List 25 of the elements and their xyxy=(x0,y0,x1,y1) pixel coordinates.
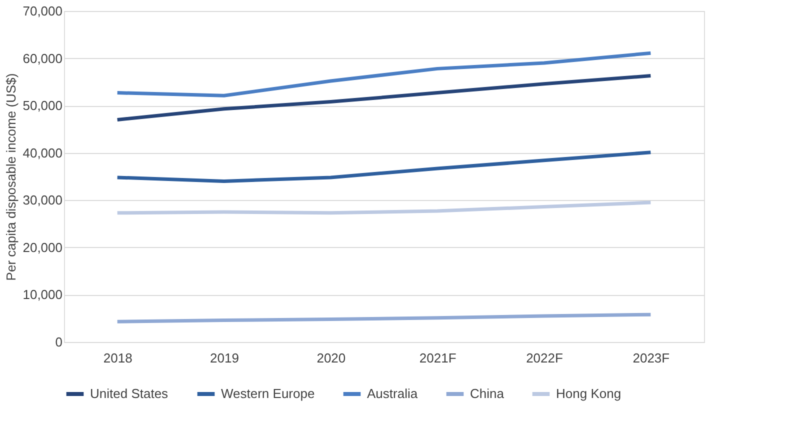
x-tick-label: 2018 xyxy=(103,350,132,366)
y-tick-label: 40,000 xyxy=(22,145,62,160)
legend-label: Western Europe xyxy=(221,386,315,401)
y-tick-label: 20,000 xyxy=(22,240,62,255)
line-series xyxy=(116,150,652,183)
legend-label: China xyxy=(470,386,505,401)
y-tick-label: 70,000 xyxy=(22,4,62,18)
x-tick-label: 2020 xyxy=(316,350,346,366)
x-tick-label: 2019 xyxy=(210,350,239,366)
legend-label: Australia xyxy=(367,386,418,401)
legend-label: United States xyxy=(90,386,169,401)
y-axis-title: Per capita disposable income (US$) xyxy=(4,73,19,281)
x-tick-label: 2022F xyxy=(526,350,563,366)
legend-label: Hong Kong xyxy=(556,386,622,401)
line-series xyxy=(116,200,652,215)
x-tick-label: 2021F xyxy=(419,350,456,366)
line-series xyxy=(116,51,652,98)
y-tick-label: 30,000 xyxy=(22,192,62,208)
y-tick-label: 50,000 xyxy=(22,98,62,114)
y-tick-label: 60,000 xyxy=(22,50,62,66)
line-series xyxy=(116,312,652,324)
y-tick-label: 10,000 xyxy=(22,287,62,302)
x-tick-label: 2023F xyxy=(632,350,670,366)
line-series xyxy=(116,74,652,122)
y-tick-label: 0 xyxy=(55,334,62,350)
